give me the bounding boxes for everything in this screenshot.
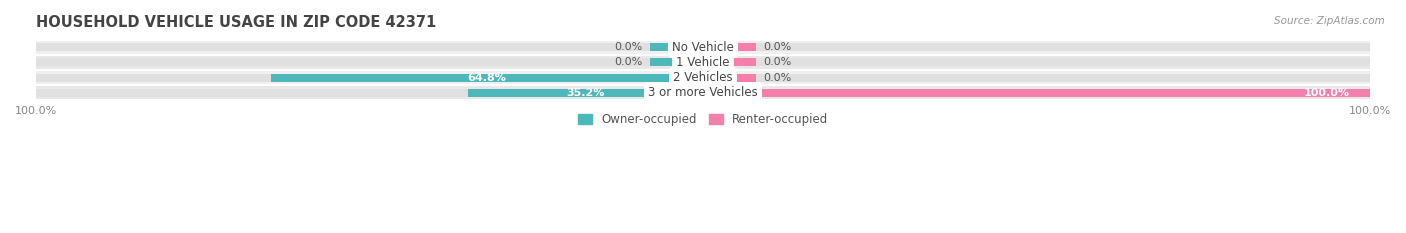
Text: HOUSEHOLD VEHICLE USAGE IN ZIP CODE 42371: HOUSEHOLD VEHICLE USAGE IN ZIP CODE 4237… bbox=[37, 15, 436, 30]
Legend: Owner-occupied, Renter-occupied: Owner-occupied, Renter-occupied bbox=[572, 109, 834, 131]
Text: 3 or more Vehicles: 3 or more Vehicles bbox=[648, 86, 758, 99]
Bar bbox=[468, 89, 703, 97]
Bar bbox=[271, 74, 703, 82]
Bar bbox=[37, 70, 1369, 85]
Text: No Vehicle: No Vehicle bbox=[672, 41, 734, 54]
Bar bbox=[37, 55, 1369, 70]
Text: 0.0%: 0.0% bbox=[763, 73, 792, 83]
Bar bbox=[650, 58, 703, 66]
Text: 100.0%: 100.0% bbox=[1303, 88, 1350, 98]
Bar bbox=[37, 74, 703, 82]
Bar bbox=[37, 43, 703, 51]
Bar bbox=[703, 89, 1369, 97]
Bar bbox=[703, 74, 756, 82]
Text: 2 Vehicles: 2 Vehicles bbox=[673, 71, 733, 84]
Text: 0.0%: 0.0% bbox=[763, 57, 792, 67]
Bar bbox=[703, 43, 756, 51]
Bar bbox=[650, 43, 703, 51]
Bar bbox=[703, 43, 1369, 51]
Text: 0.0%: 0.0% bbox=[763, 42, 792, 52]
Bar bbox=[37, 40, 1369, 55]
Text: 35.2%: 35.2% bbox=[567, 88, 605, 98]
Bar bbox=[37, 58, 703, 66]
Text: 1 Vehicle: 1 Vehicle bbox=[676, 56, 730, 69]
Bar bbox=[703, 74, 1369, 82]
Text: 0.0%: 0.0% bbox=[614, 42, 643, 52]
Text: Source: ZipAtlas.com: Source: ZipAtlas.com bbox=[1274, 16, 1385, 26]
Bar bbox=[703, 89, 1369, 97]
Text: 0.0%: 0.0% bbox=[614, 57, 643, 67]
Text: 64.8%: 64.8% bbox=[467, 73, 506, 83]
Bar bbox=[37, 85, 1369, 100]
Bar bbox=[37, 89, 703, 97]
Bar bbox=[703, 58, 756, 66]
Bar bbox=[703, 58, 1369, 66]
